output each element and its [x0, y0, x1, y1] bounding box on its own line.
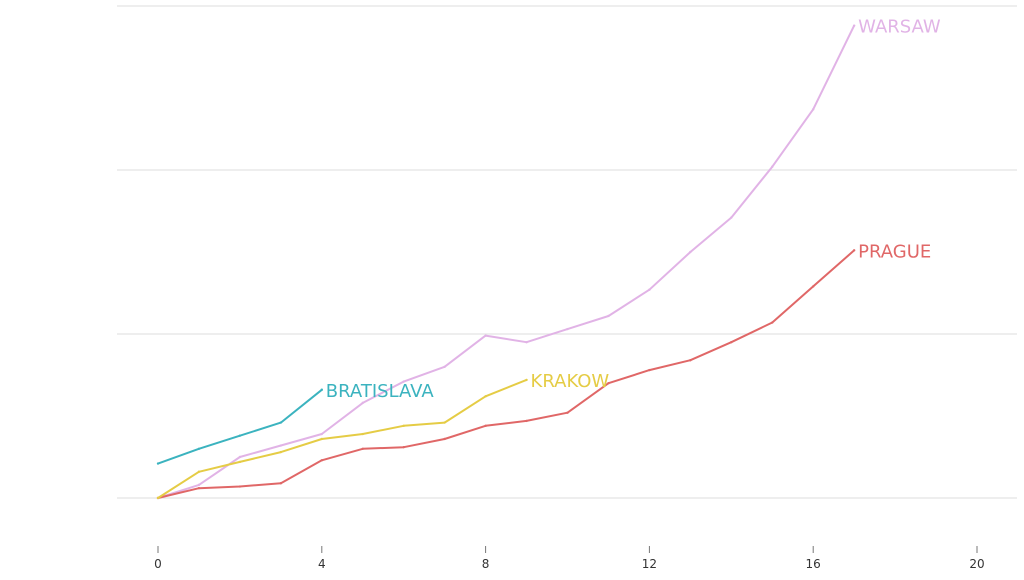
data-point	[361, 401, 364, 405]
data-point	[156, 496, 160, 500]
data-point	[852, 24, 856, 27]
data-point	[443, 421, 446, 424]
data-point	[484, 424, 487, 428]
data-point	[852, 249, 856, 252]
data-point	[320, 459, 323, 462]
data-point	[525, 341, 528, 344]
x-tick-label: 12	[642, 557, 657, 571]
x-axis: 0 4 8 12 16 20	[154, 546, 985, 571]
data-point	[566, 411, 569, 414]
data-point	[279, 482, 283, 485]
data-point	[197, 486, 201, 490]
data-point	[443, 437, 446, 441]
data-point	[648, 368, 651, 372]
series-line-bratislava	[157, 388, 323, 465]
data-point	[812, 285, 815, 288]
data-point	[484, 334, 487, 337]
data-point	[648, 288, 651, 291]
data-point	[689, 359, 692, 362]
data-point	[812, 108, 815, 111]
data-point	[279, 450, 283, 454]
data-point	[402, 380, 405, 383]
gridlines	[117, 5, 1017, 499]
data-point	[689, 250, 692, 254]
data-point	[402, 424, 405, 428]
series-label-warsaw: WARSAW	[858, 17, 941, 38]
data-point	[607, 314, 610, 318]
data-point	[197, 470, 201, 473]
data-point	[238, 434, 242, 437]
data-point	[525, 378, 528, 382]
x-tick-label: 8	[482, 557, 490, 571]
data-point	[361, 432, 364, 436]
x-tick-label: 0	[154, 557, 162, 571]
data-point	[156, 462, 160, 465]
data-point	[197, 447, 201, 450]
data-point	[361, 447, 364, 450]
data-point	[730, 341, 733, 344]
data-point	[402, 445, 405, 449]
data-point	[566, 327, 569, 331]
data-point	[607, 382, 610, 385]
x-tick-label: 4	[318, 557, 326, 571]
series-label-bratislava: BRATISLAVA	[326, 381, 435, 402]
data-point	[279, 421, 283, 424]
data-point	[730, 216, 733, 219]
data-point	[238, 460, 242, 464]
data-point	[238, 455, 242, 459]
data-point	[238, 485, 242, 488]
series-line-krakow	[157, 378, 528, 499]
data-point	[320, 437, 323, 441]
x-tick-label: 20	[969, 557, 984, 571]
data-point	[320, 432, 323, 436]
series-line-prague	[157, 249, 856, 499]
data-point	[443, 365, 446, 368]
data-point	[197, 483, 201, 487]
series-label-prague: PRAGUE	[858, 241, 931, 262]
data-point	[279, 444, 283, 447]
data-point	[484, 395, 487, 398]
series-lines	[156, 24, 856, 500]
data-point	[525, 419, 528, 423]
series-labels: WARSAW PRAGUE KRAKOW BRATISLAVA	[326, 17, 941, 402]
data-point	[320, 388, 323, 391]
x-tick-label: 16	[806, 557, 821, 571]
data-point	[771, 165, 774, 168]
data-point	[771, 321, 774, 324]
series-line-warsaw	[157, 24, 856, 499]
series-label-krakow: KRAKOW	[531, 371, 610, 392]
